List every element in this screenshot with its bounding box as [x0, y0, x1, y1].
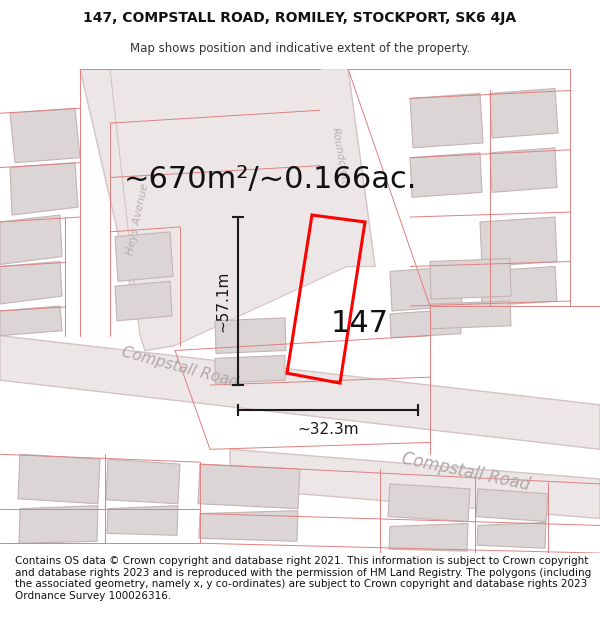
- Polygon shape: [0, 215, 62, 264]
- Polygon shape: [388, 484, 470, 521]
- Polygon shape: [430, 301, 511, 329]
- Polygon shape: [198, 464, 300, 509]
- Text: Compstall Road: Compstall Road: [400, 449, 532, 494]
- Polygon shape: [410, 94, 483, 148]
- Polygon shape: [410, 152, 482, 198]
- Text: Compstall Road: Compstall Road: [120, 344, 240, 390]
- Text: ~57.1m: ~57.1m: [215, 271, 230, 332]
- Polygon shape: [115, 232, 173, 281]
- Polygon shape: [215, 318, 286, 354]
- Polygon shape: [490, 89, 558, 138]
- Polygon shape: [10, 108, 80, 162]
- Polygon shape: [230, 449, 600, 519]
- Polygon shape: [80, 69, 175, 351]
- Polygon shape: [19, 506, 98, 543]
- Polygon shape: [0, 336, 600, 449]
- Polygon shape: [106, 459, 180, 504]
- Polygon shape: [115, 281, 172, 321]
- Text: Map shows position and indicative extent of the property.: Map shows position and indicative extent…: [130, 42, 470, 54]
- Polygon shape: [107, 506, 178, 536]
- Polygon shape: [110, 69, 375, 351]
- Polygon shape: [199, 511, 298, 541]
- Polygon shape: [477, 522, 546, 548]
- Polygon shape: [389, 524, 468, 551]
- Polygon shape: [215, 356, 285, 383]
- Polygon shape: [0, 261, 62, 304]
- Polygon shape: [18, 454, 100, 504]
- Polygon shape: [320, 69, 375, 266]
- Polygon shape: [390, 266, 462, 311]
- Text: Heys Avenue: Heys Avenue: [125, 182, 151, 256]
- Text: 147: 147: [331, 309, 389, 338]
- Text: Roundcroft: Roundcroft: [330, 126, 350, 185]
- Polygon shape: [0, 306, 62, 336]
- Text: ~32.3m: ~32.3m: [297, 422, 359, 437]
- Polygon shape: [476, 489, 548, 521]
- Text: Contains OS data © Crown copyright and database right 2021. This information is : Contains OS data © Crown copyright and d…: [15, 556, 591, 601]
- Text: ~670m²/~0.166ac.: ~670m²/~0.166ac.: [124, 165, 416, 194]
- Polygon shape: [390, 309, 461, 338]
- Polygon shape: [480, 217, 557, 266]
- Polygon shape: [430, 259, 511, 299]
- Polygon shape: [10, 162, 78, 215]
- Polygon shape: [480, 266, 557, 306]
- Polygon shape: [490, 148, 557, 192]
- Text: 147, COMPSTALL ROAD, ROMILEY, STOCKPORT, SK6 4JA: 147, COMPSTALL ROAD, ROMILEY, STOCKPORT,…: [83, 11, 517, 25]
